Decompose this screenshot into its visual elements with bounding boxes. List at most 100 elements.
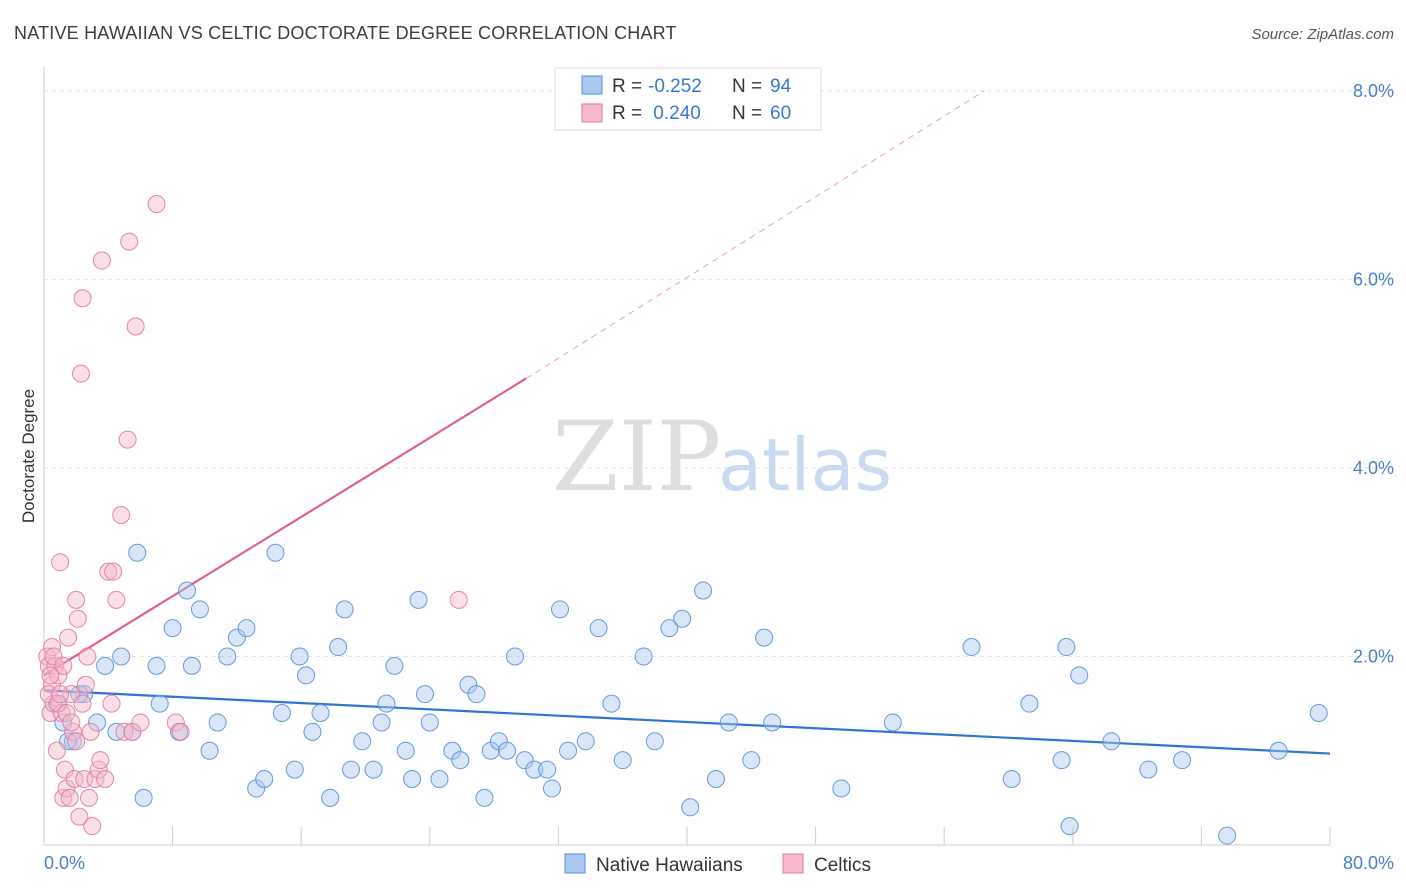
native-hawaiians-point: [1052, 751, 1071, 770]
native-hawaiians-point: [962, 638, 981, 657]
native-hawaiians-point: [377, 694, 396, 713]
native-hawaiians-point: [182, 656, 201, 675]
celtics-point: [171, 722, 190, 741]
source-label: Source: ZipAtlas.com: [1251, 26, 1394, 43]
native-hawaiians-point: [719, 713, 738, 732]
celtics-point: [39, 656, 58, 675]
x-tick-label: 0.0%: [44, 853, 85, 873]
y-tick-label: 8.0%: [1353, 81, 1394, 101]
chart-title: NATIVE HAWAIIAN VS CELTIC DOCTORATE DEGR…: [14, 23, 677, 43]
stats-legend-r-label-blue: R =: [612, 76, 642, 97]
celtics-point: [126, 317, 145, 336]
stats-legend-r-value-blue: -0.252: [648, 76, 702, 97]
celtics-point: [67, 732, 86, 751]
native-hawaiians-point: [538, 760, 557, 779]
native-hawaiians-point: [1218, 826, 1237, 845]
native-hawaiians-point: [832, 779, 851, 798]
native-hawaiians-point: [1173, 751, 1192, 770]
native-hawaiians-point: [1139, 760, 1158, 779]
y-tick-label: 4.0%: [1353, 458, 1394, 478]
native-hawaiians-point: [321, 788, 340, 807]
native-hawaiians-point: [342, 760, 361, 779]
celtics-point: [67, 590, 86, 609]
celtics-point: [65, 770, 84, 789]
native-hawaiians-point: [660, 619, 679, 638]
celtics-point: [70, 807, 89, 826]
celtics-point: [51, 685, 70, 704]
native-hawaiians-point: [364, 760, 383, 779]
native-hawaiians-point: [396, 741, 415, 760]
native-hawaiians-point: [613, 751, 632, 770]
stats-legend-n-value-pink: 60: [770, 103, 791, 124]
celtics-point: [107, 590, 126, 609]
stats-legend-n-label-pink: N =: [732, 103, 762, 124]
native-hawaiians-point: [163, 619, 182, 638]
celtics-point: [41, 666, 60, 685]
native-hawaiians-point: [147, 656, 166, 675]
y-tick-label: 6.0%: [1353, 269, 1394, 289]
native-hawaiians-point: [403, 770, 422, 789]
celtics-point: [86, 770, 105, 789]
native-hawaiians-point: [576, 732, 595, 751]
celtics-point: [131, 713, 150, 732]
trend-lines: [43, 90, 1331, 755]
stats-legend-r-value-pink: 0.240: [648, 103, 701, 124]
native-hawaiians-point: [329, 638, 348, 657]
tick-labels: 2.0% 4.0% 6.0% 8.0% 0.0% 80.0%: [44, 81, 1394, 873]
native-hawaiians-point: [525, 760, 544, 779]
celtics-point: [60, 788, 79, 807]
celtics-point: [55, 760, 74, 779]
native-hawaiians-point: [255, 770, 274, 789]
native-hawaiians-point: [272, 704, 291, 723]
celtics-point: [63, 722, 82, 741]
native-hawaiians-point: [385, 656, 404, 675]
native-hawaiians-point: [645, 732, 664, 751]
celtics-point: [73, 289, 92, 308]
native-hawaiians-point: [75, 685, 94, 704]
native-hawaiians-point: [372, 713, 391, 732]
celtics-points: [38, 194, 468, 836]
series-legend-label-celtics: Celtics: [814, 855, 871, 876]
celtics-point: [112, 506, 131, 525]
native-hawaiians-point: [497, 741, 516, 760]
celtics-point: [44, 647, 63, 666]
native-hawaiians-point: [200, 741, 219, 760]
native-hawaiians-point: [505, 647, 524, 666]
celtics-point: [449, 590, 468, 609]
native-hawaiians-point: [475, 788, 494, 807]
native-hawaiians-point: [1070, 666, 1089, 685]
native-hawaiians-point: [178, 581, 197, 600]
native-hawaiians-point: [285, 760, 304, 779]
stats-legend-r-label-pink: R =: [612, 103, 642, 124]
native-hawaiians-point: [290, 647, 309, 666]
gridlines: [44, 90, 1392, 657]
native-hawaiians-point: [1309, 704, 1328, 723]
celtics-point: [91, 751, 110, 770]
celtics-point: [83, 817, 102, 836]
native-hawaiians-point: [1057, 638, 1076, 657]
celtics-point: [120, 232, 139, 251]
native-hawaiians-point: [208, 713, 227, 732]
native-hawaiians-point: [1102, 732, 1121, 751]
celtics-point: [89, 760, 108, 779]
native-hawaiians-point: [430, 770, 449, 789]
celtics-trend-line: [43, 377, 527, 677]
native-hawaiians-point: [190, 600, 209, 619]
watermark-zip: ZIP: [552, 401, 721, 513]
celtics-point: [76, 675, 95, 694]
celtics-point: [51, 553, 70, 572]
native-hawaiians-point: [420, 713, 439, 732]
celtics-trend-extension: [525, 90, 985, 379]
series-legend-swatch-native-hawaiians: [564, 853, 586, 874]
celtics-point: [147, 194, 166, 213]
native-hawaiians-point: [353, 732, 372, 751]
native-hawaiians-trend-line: [43, 689, 1331, 755]
native-hawaiians-point: [303, 722, 322, 741]
celtics-point: [92, 251, 111, 270]
celtics-point: [54, 788, 73, 807]
native-hawaiians-point: [634, 647, 653, 666]
celtics-point: [81, 722, 100, 741]
celtics-point: [166, 713, 185, 732]
native-hawaiians-point: [681, 798, 700, 817]
native-hawaiians-point: [1002, 770, 1021, 789]
